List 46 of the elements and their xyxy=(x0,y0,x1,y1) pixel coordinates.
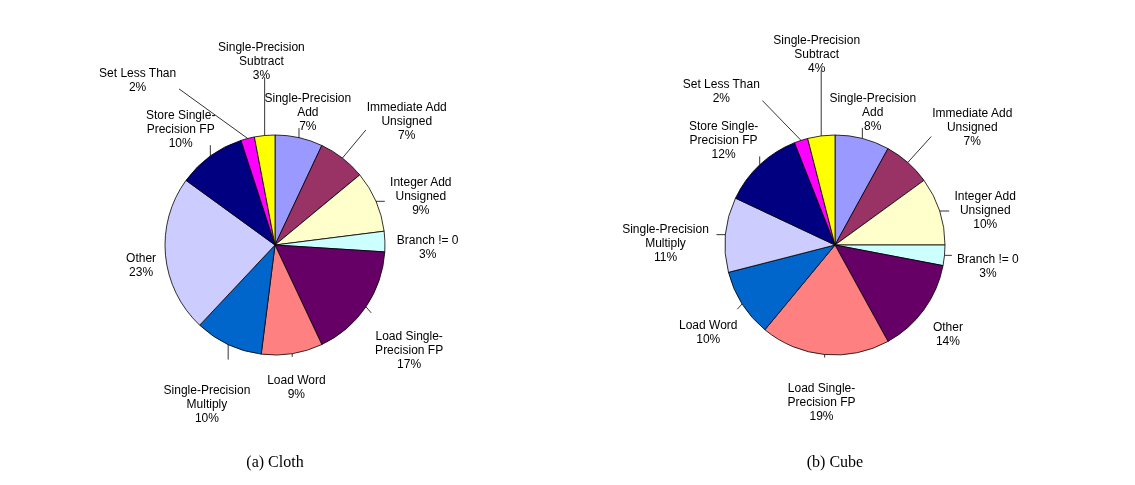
slice-label: Load Single- Precision FP xyxy=(375,329,444,358)
data-label: 19% xyxy=(809,408,834,423)
data-label: 7% xyxy=(398,127,416,142)
data-label: 10% xyxy=(194,410,220,425)
data-label: 14% xyxy=(935,334,961,349)
slice-label: Store Single- Precision FP xyxy=(688,119,759,148)
slice-label: Store Single- Precision FP xyxy=(146,108,216,137)
data-label: 3% xyxy=(418,247,437,262)
slice-label: Set Less Than xyxy=(99,66,177,81)
data-label: 9% xyxy=(412,202,430,217)
data-label: 12% xyxy=(711,147,736,162)
data-label: 3% xyxy=(979,266,997,281)
data-label: 23% xyxy=(129,264,154,279)
slice-label: Branch != 0 xyxy=(396,233,459,248)
slice-label: Single-Precision Subtract xyxy=(773,33,861,62)
data-label: 17% xyxy=(397,357,422,372)
text: (b) Cube xyxy=(806,453,864,471)
slice-label: Single-Precision Subtract xyxy=(218,40,305,69)
slice-label: Single-Precision Add xyxy=(829,90,917,119)
data-label: 4% xyxy=(808,61,826,76)
data-label: 9% xyxy=(287,386,306,401)
slice-label: Other xyxy=(126,250,157,265)
slice-label: Integer Add Unsigned xyxy=(954,189,1016,218)
slice-label: Other xyxy=(932,320,963,335)
data-label: 11% xyxy=(653,249,678,264)
slice-label: Set Less Than xyxy=(682,77,760,92)
data-label: 10% xyxy=(973,217,998,232)
text: (a) Cloth xyxy=(246,453,304,471)
data-label: 8% xyxy=(864,118,882,133)
data-label: 10% xyxy=(696,332,721,347)
data-label: 2% xyxy=(128,80,147,95)
slice-label: Load Single- Precision FP xyxy=(787,380,856,409)
slice-label: Single-Precision Multiply xyxy=(163,382,251,411)
data-label: 2% xyxy=(712,91,731,106)
slice-label: Single-Precision Multiply xyxy=(622,221,709,250)
data-label: 3% xyxy=(252,68,271,83)
data-label: 7% xyxy=(299,119,317,134)
slice-label: Immediate Add Unsigned xyxy=(932,106,1013,135)
data-label: 10% xyxy=(168,136,194,151)
slice-label: Single-Precision Add xyxy=(264,91,352,120)
slice-label: Load Word xyxy=(679,318,738,333)
slice-label: Branch != 0 xyxy=(957,252,1020,267)
slice-label: Immediate Add Unsigned xyxy=(366,99,447,128)
slice-label: Load Word xyxy=(267,372,326,387)
data-label: 7% xyxy=(963,134,982,149)
slice-label: Integer Add Unsigned xyxy=(390,174,452,203)
